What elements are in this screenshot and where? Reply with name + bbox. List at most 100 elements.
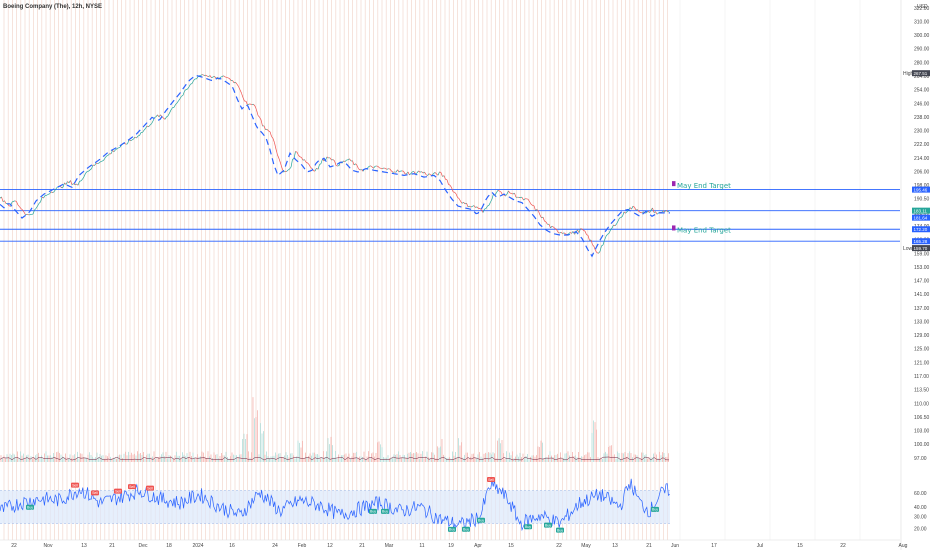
price-segment <box>535 209 538 211</box>
price-segment <box>74 183 77 186</box>
price-segment <box>587 235 590 241</box>
price-segment <box>158 114 161 118</box>
price-segment <box>605 234 608 237</box>
arrow-marker-icon <box>672 225 676 231</box>
price-segment <box>134 136 137 139</box>
price-segment <box>461 201 464 204</box>
price-segment <box>610 227 613 231</box>
price-segment <box>191 80 194 84</box>
price-segment <box>32 209 35 215</box>
price-segment <box>239 89 242 94</box>
price-segment <box>20 208 23 211</box>
price-segment <box>559 231 562 234</box>
price-segment <box>278 158 281 164</box>
price-segment <box>179 96 182 99</box>
price-segment <box>149 123 152 126</box>
price-segment <box>227 77 230 79</box>
price-segment <box>232 80 235 84</box>
current-price-badge-value: 183.11 <box>914 208 928 213</box>
rsi-tick-label: 30.00 <box>914 515 927 521</box>
y-tick-label: 214.00 <box>914 156 930 162</box>
price-segment <box>355 163 358 166</box>
price-segment <box>601 244 604 247</box>
level-badge-4-value: 165.28 <box>914 239 928 244</box>
y-tick-label: 133.00 <box>914 319 930 325</box>
y-tick-label: 254.00 <box>914 88 930 94</box>
signal-label: Sell <box>72 483 78 487</box>
price-segment <box>568 232 571 235</box>
high-badge <box>912 70 930 77</box>
price-segment <box>80 178 83 182</box>
price-segment <box>85 171 88 174</box>
price-segment <box>476 206 479 209</box>
signal-label: Buy <box>463 528 469 532</box>
price-segment <box>482 208 485 213</box>
price-segment <box>626 209 629 213</box>
x-tick-label: Apr <box>474 543 482 549</box>
price-segment <box>431 173 434 176</box>
price-segment <box>205 74 208 77</box>
price-segment <box>602 240 605 246</box>
price-segment <box>406 171 409 175</box>
x-tick-label: Feb <box>298 543 307 549</box>
price-segment <box>623 211 626 214</box>
price-segment <box>35 205 38 209</box>
price-segment <box>26 213 29 216</box>
price-segment <box>554 228 557 230</box>
y-tick-label: 246.00 <box>914 101 930 107</box>
price-segment <box>457 197 460 199</box>
price-segment <box>650 207 653 211</box>
x-tick-label: 24 <box>272 543 278 549</box>
price-segment <box>173 104 176 108</box>
price-segment <box>545 221 548 225</box>
y-tick-label: 153.00 <box>914 265 930 271</box>
price-segment <box>620 216 623 218</box>
price-segment <box>455 193 458 198</box>
price-segment <box>320 158 323 164</box>
price-segment <box>416 170 419 174</box>
price-segment <box>260 119 263 127</box>
price-segment <box>40 197 43 203</box>
annotations: May End Target May End Target <box>672 181 731 234</box>
price-segment <box>110 150 113 154</box>
price-segment <box>118 146 121 149</box>
price-segment <box>553 226 556 229</box>
price-segment <box>14 200 17 202</box>
price-segment <box>475 206 478 208</box>
price-segment <box>209 75 212 79</box>
price-segment <box>101 160 104 162</box>
chart-title: Boeing Company (The), 12h, NYSE <box>3 4 102 10</box>
price-segment <box>187 86 190 90</box>
price-segment <box>116 147 119 149</box>
price-segment <box>25 213 28 216</box>
price-segment <box>446 179 449 185</box>
y-axis: 322.00 310.00 300.00 290.00 280.00 264.00 254.… <box>900 0 930 550</box>
price-segment <box>490 198 493 203</box>
price-segment <box>131 138 134 141</box>
price-segment <box>317 164 320 170</box>
price-segment <box>523 198 526 201</box>
price-segment <box>562 232 565 234</box>
level-badge-2 <box>912 214 930 221</box>
price-segment <box>335 165 338 167</box>
price-segment <box>326 156 329 159</box>
level-badge-3 <box>912 226 930 233</box>
y-tick-label: 280.00 <box>914 60 930 66</box>
price-segment <box>574 231 577 235</box>
buy-signal-badge <box>544 522 552 528</box>
price-segment <box>272 138 275 143</box>
signal-label: Buy <box>557 528 563 532</box>
price-segment <box>88 169 91 172</box>
price-segment <box>511 192 514 195</box>
price-segment <box>143 128 146 131</box>
price-series <box>0 74 670 258</box>
price-segment <box>569 232 572 234</box>
level-badge-4 <box>912 238 930 245</box>
price-segment <box>353 163 356 166</box>
price-segment <box>616 221 619 225</box>
signal-label: Sell <box>115 489 121 493</box>
sell-signal-badge <box>91 490 99 496</box>
price-segment <box>634 206 637 211</box>
high-badge-value: 267.51 <box>914 71 928 76</box>
